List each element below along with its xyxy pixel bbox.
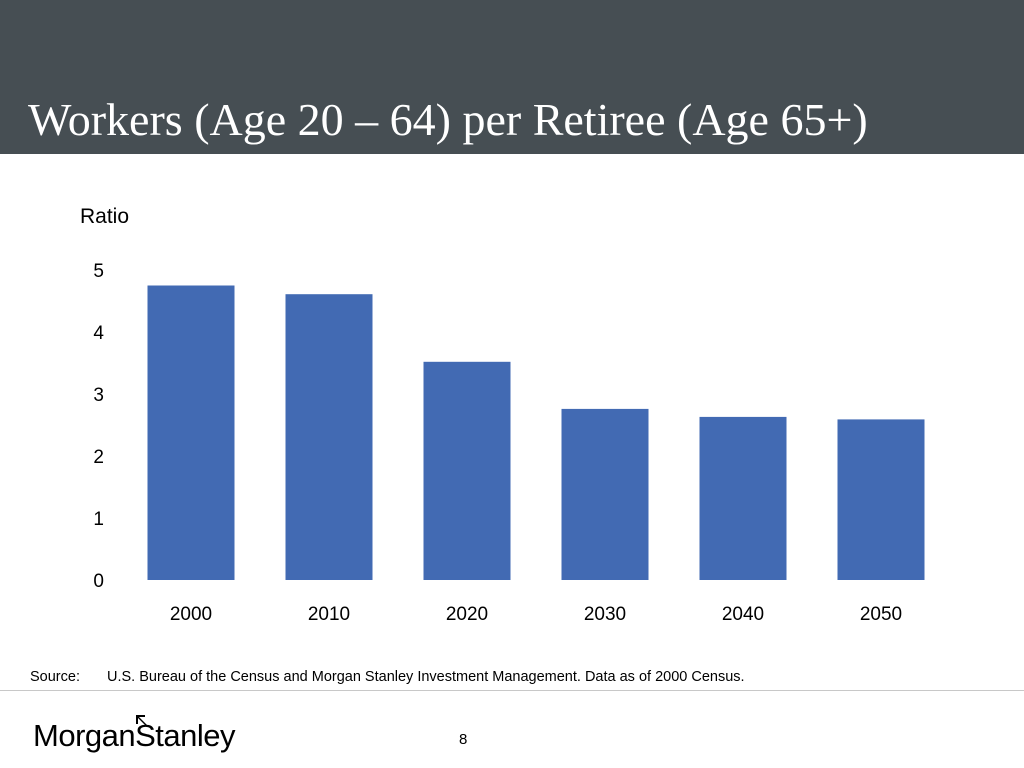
y-tick-label: 1 (93, 509, 104, 530)
x-tick-label: 2000 (170, 604, 212, 625)
x-tick-label: 2010 (308, 604, 350, 625)
bar-2050 (837, 419, 925, 580)
page-number: 8 (459, 731, 468, 748)
bars-group (147, 285, 925, 580)
bar-2000 (147, 285, 235, 580)
bar-2020 (423, 361, 511, 580)
logo-slash-icon (136, 715, 148, 727)
bar-2010 (285, 294, 373, 580)
morgan-stanley-logo: MorganStanley (33, 714, 236, 758)
logo-wordmark: MorganStanley (33, 718, 236, 753)
x-tick-label: 2040 (722, 604, 764, 625)
y-axis-label: Ratio (80, 205, 129, 228)
x-tick-label: 2050 (860, 604, 902, 625)
footer-divider (0, 690, 1024, 691)
source-label: Source: (30, 669, 80, 685)
y-axis-ticks: 0 1 2 3 4 5 (93, 261, 104, 592)
source-note: Source: U.S. Bureau of the Census and Mor… (30, 669, 745, 685)
y-tick-label: 5 (93, 261, 104, 282)
source-text: U.S. Bureau of the Census and Morgan Sta… (107, 669, 745, 685)
x-tick-label: 2030 (584, 604, 626, 625)
x-axis-ticks: 2000 2010 2020 2030 2040 2050 (170, 604, 902, 625)
y-tick-label: 2 (93, 447, 104, 468)
x-tick-label: 2020 (446, 604, 488, 625)
y-tick-label: 4 (93, 323, 104, 344)
y-tick-label: 3 (93, 385, 104, 406)
slide-title: Workers (Age 20 – 64) per Retiree (Age 6… (28, 94, 868, 145)
bar-2040 (699, 416, 787, 580)
bar-chart: Ratio 0 1 2 3 4 5 2000 2010 2020 2030 2040 2050 (80, 205, 925, 625)
title-band: Workers (Age 20 – 64) per Retiree (Age 6… (0, 0, 1024, 154)
y-tick-label: 0 (93, 571, 104, 592)
bar-2030 (561, 408, 649, 580)
